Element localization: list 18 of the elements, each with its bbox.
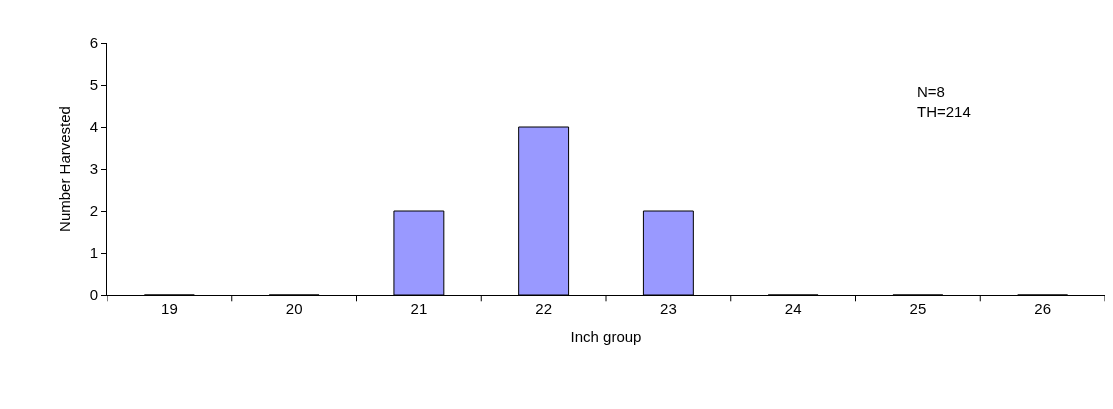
y-tick-label: 1	[89, 244, 98, 262]
y-tick-label: 4	[89, 118, 98, 136]
y-axis-title: Number Harvested	[55, 106, 73, 232]
y-tick-label: 2	[89, 202, 98, 220]
y-tick-label: 5	[89, 76, 98, 94]
y-tick-label: 0	[89, 286, 98, 304]
x-tick-label: 22	[535, 300, 552, 317]
annotation: N=8 TH=214	[917, 83, 971, 120]
x-tick-label: 21	[410, 300, 428, 317]
y-tick-label: 6	[89, 34, 98, 52]
x-tick-label: 20	[285, 300, 303, 317]
x-tick-label: 25	[909, 300, 927, 317]
x-tick-label: 23	[660, 300, 677, 317]
x-tick-label: 26	[1034, 300, 1051, 317]
x-tick-label: 24	[784, 300, 802, 317]
x-axis-title: Inch group	[570, 328, 642, 345]
x-tick-label: 19	[161, 300, 178, 317]
y-tick-label: 3	[89, 160, 98, 178]
